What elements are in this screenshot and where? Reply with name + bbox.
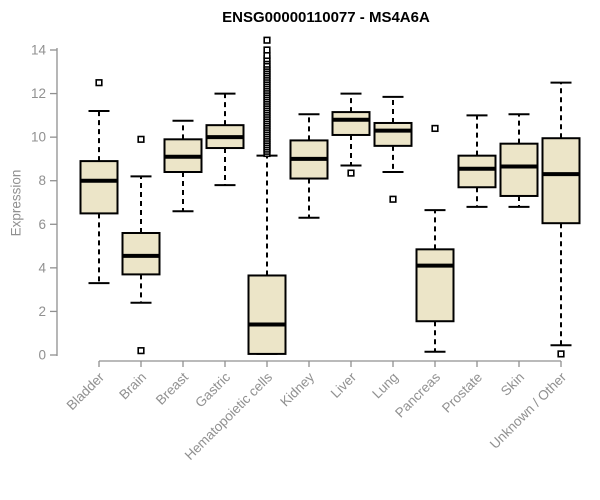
box (331, 111, 371, 136)
y-axis-tick-label: 6 (38, 217, 46, 232)
x-axis-label: Bladder (64, 369, 108, 413)
outlier-point (95, 79, 103, 87)
y-axis-tick-label: 4 (38, 260, 46, 275)
outlier-point (263, 36, 271, 44)
outlier-point (431, 124, 439, 133)
outlier-point (557, 350, 565, 358)
y-axis-tick-label: 10 (31, 130, 46, 145)
boxplot-group-skin (499, 113, 539, 208)
x-axis-label: Prostate (439, 370, 485, 416)
box (415, 248, 455, 323)
boxplot-group-lung (373, 95, 413, 203)
y-axis-tick-label: 8 (38, 173, 46, 188)
boxplot-group-bladder (79, 79, 119, 285)
box (499, 142, 539, 197)
x-axis-label: Skin (498, 370, 527, 399)
y-axis-tick-label: 0 (38, 348, 46, 363)
boxplot-group-kidney (289, 113, 329, 219)
x-axis-label: Breast (153, 369, 191, 407)
box (247, 274, 287, 355)
boxplot-group-liver (331, 92, 371, 177)
x-axis-label: Brain (116, 370, 149, 403)
box (373, 121, 413, 147)
y-axis-title: Expression (8, 169, 24, 237)
outlier-point (263, 46, 271, 54)
outlier-point (137, 347, 145, 355)
boxplot-group-unknown-other (541, 81, 581, 358)
boxplot-group-brain (121, 135, 161, 355)
x-axis-label: Lung (369, 370, 401, 402)
boxplot-group-breast (163, 119, 203, 213)
x-axis-label: Gastric (192, 369, 233, 410)
y-axis-tick-label: 2 (38, 304, 46, 319)
y-axis-tick-label: 12 (31, 86, 46, 101)
boxplot-group-prostate (457, 114, 497, 208)
chart-title: ENSG00000110077 - MS4A6A (222, 9, 430, 26)
x-axis-label: Kidney (277, 369, 317, 409)
box (121, 232, 161, 276)
outlier-point (347, 169, 355, 177)
y-axis-tick-label: 14 (31, 43, 47, 58)
x-axis-label: Pancreas (392, 369, 443, 420)
outlier-point (137, 135, 145, 143)
boxplot-group-gastric (205, 92, 245, 187)
box (457, 154, 497, 189)
box (541, 137, 581, 225)
x-axis-label: Liver (328, 369, 360, 401)
x-axis-label: Unknown / Other (487, 369, 570, 452)
box (79, 160, 119, 215)
outlier-point (389, 195, 397, 203)
boxplot-group-pancreas (415, 124, 455, 353)
boxplot-group-hematopoietic-cells (247, 36, 287, 355)
